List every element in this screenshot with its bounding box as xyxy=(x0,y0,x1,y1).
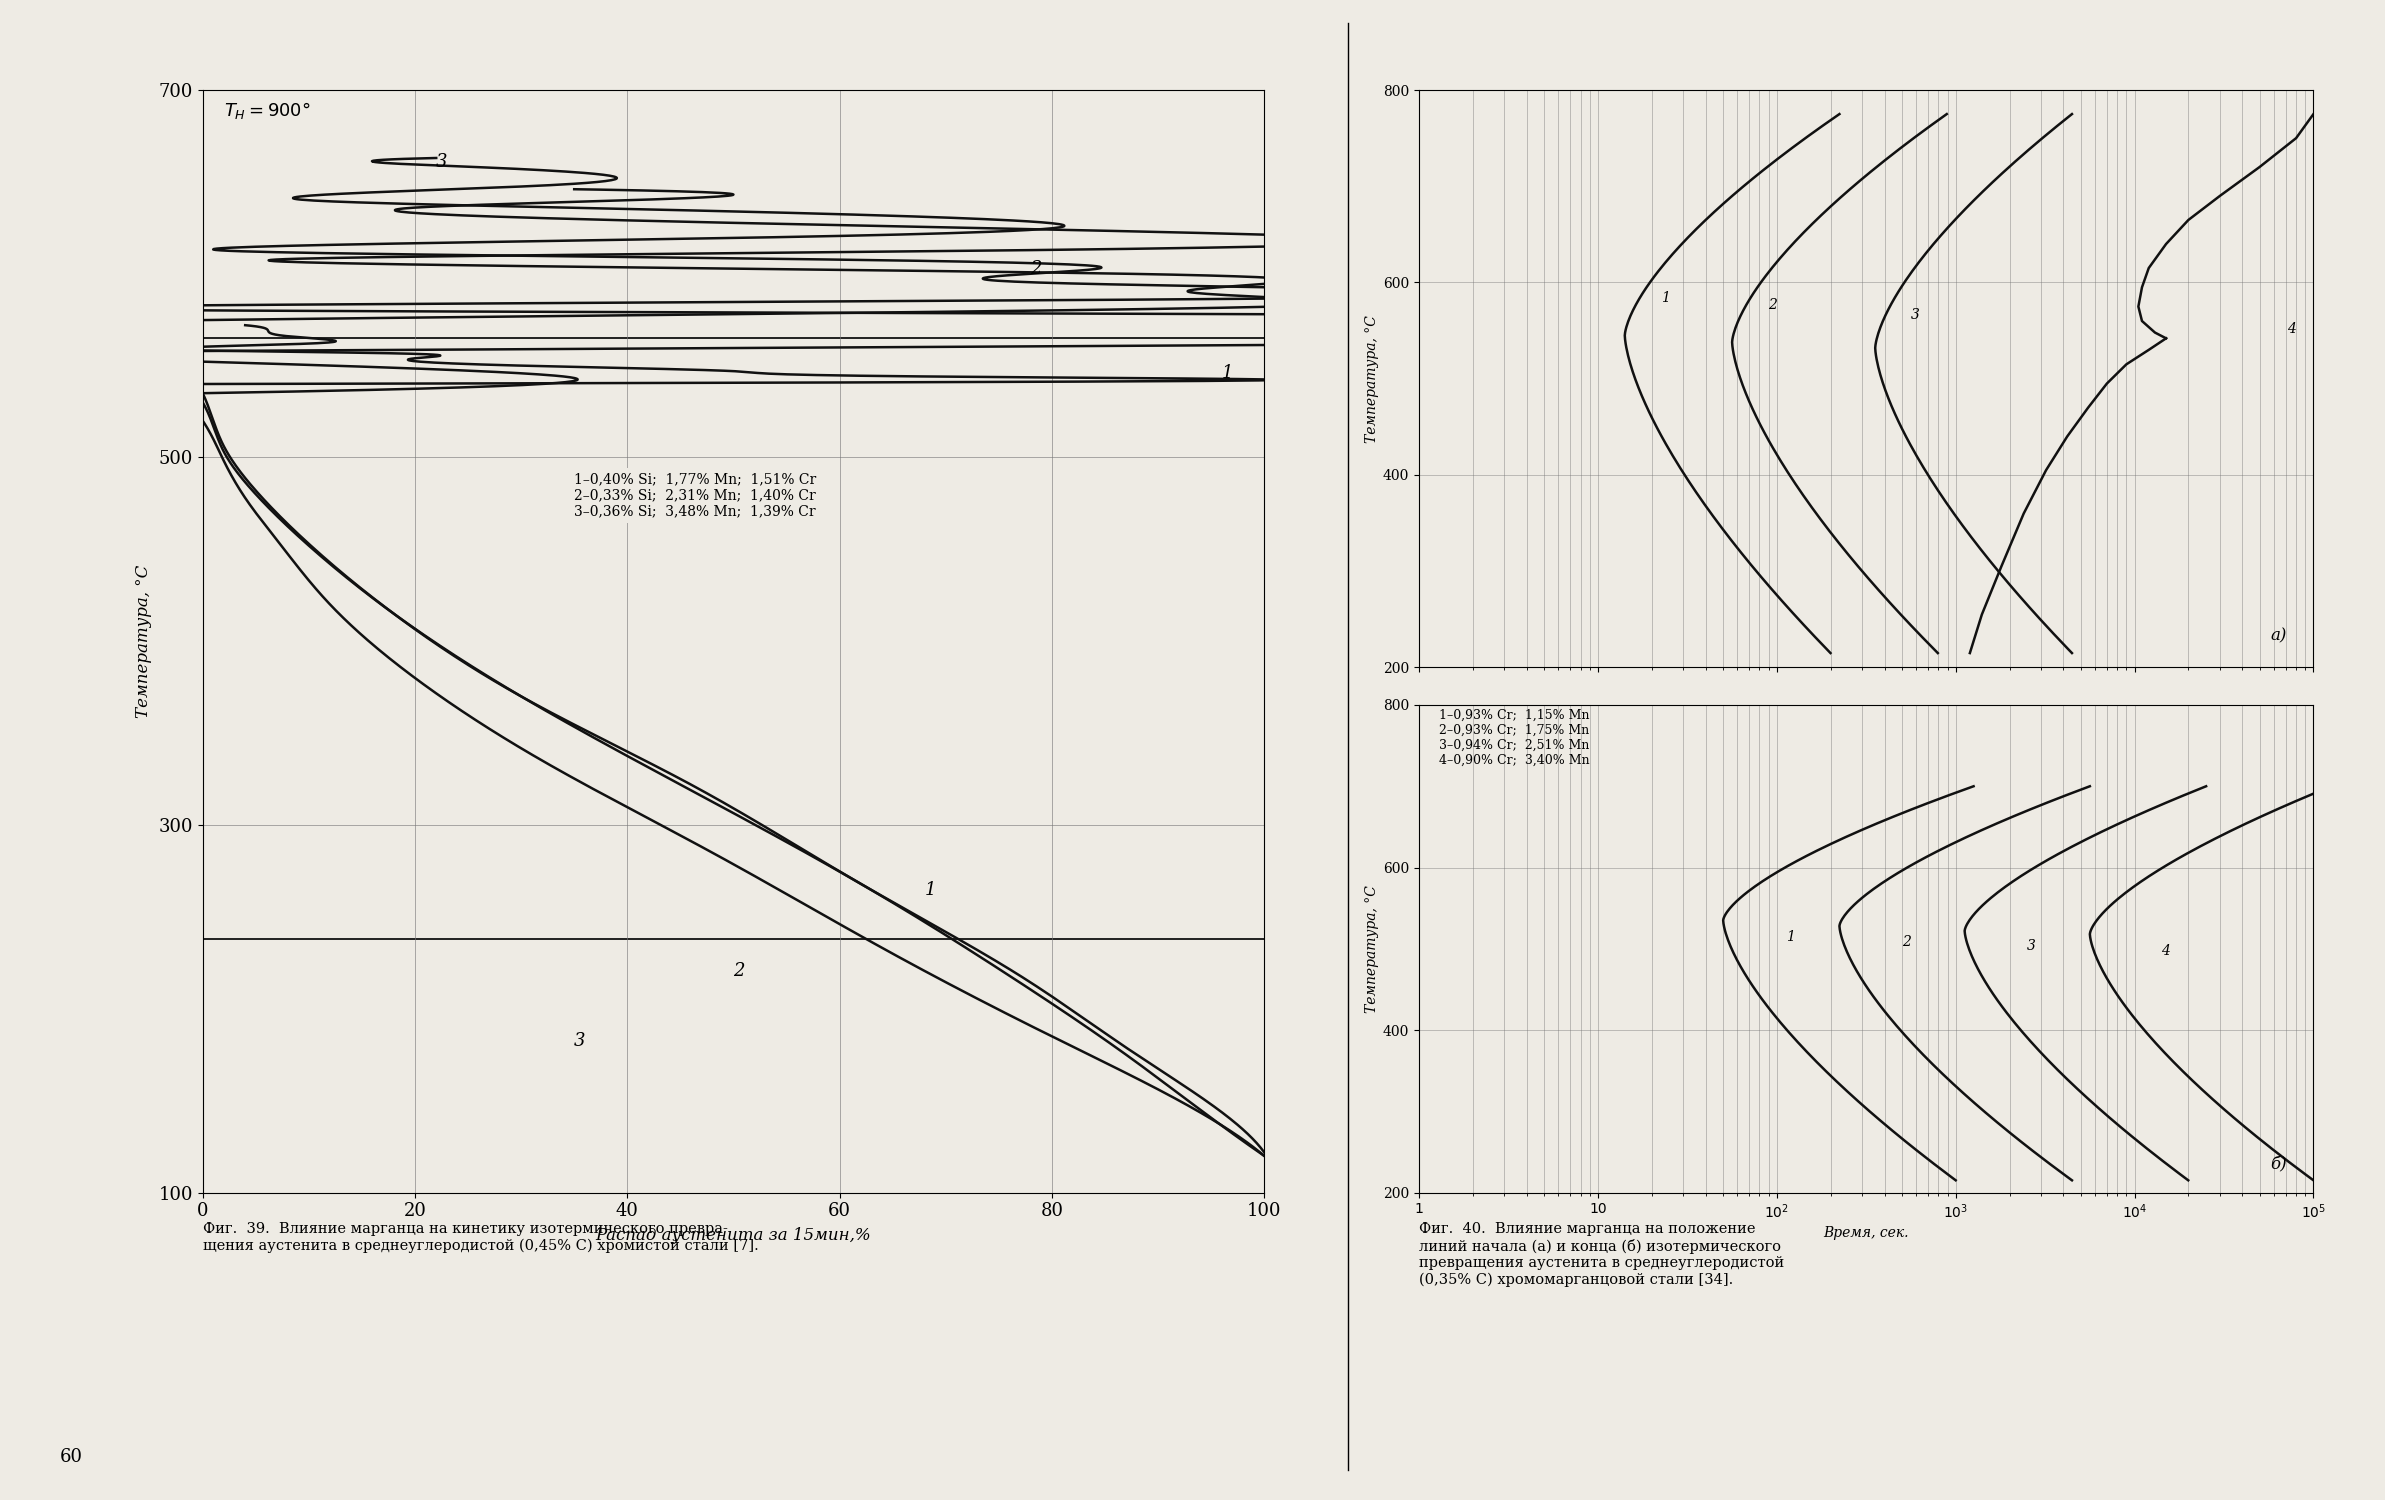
Text: б): б) xyxy=(2271,1156,2287,1173)
Text: 1–0,93% Cr;  1,15% Mn
2–0,93% Cr;  1,75% Mn
3–0,94% Cr;  2,51% Mn
4–0,90% Cr;  3: 1–0,93% Cr; 1,15% Mn 2–0,93% Cr; 1,75% M… xyxy=(1441,710,1591,766)
Text: 3: 3 xyxy=(2027,939,2037,954)
Text: 2: 2 xyxy=(1030,260,1042,278)
Text: 1: 1 xyxy=(1660,291,1669,304)
Text: 2: 2 xyxy=(732,962,744,980)
Text: 1–0,40% Si;  1,77% Mn;  1,51% Cr
2–0,33% Si;  2,31% Mn;  1,40% Cr
3–0,36% Si;  3: 1–0,40% Si; 1,77% Mn; 1,51% Cr 2–0,33% S… xyxy=(575,472,816,519)
Text: Фиг.  40.  Влияние марганца на положение
линий начала (а) и конца (б) изотермиче: Фиг. 40. Влияние марганца на положение л… xyxy=(1419,1222,1784,1287)
Text: Фиг.  39.  Влияние марганца на кинетику изотермического превра-
щения аустенита : Фиг. 39. Влияние марганца на кинетику из… xyxy=(203,1222,758,1252)
Text: 4: 4 xyxy=(2161,945,2170,958)
Text: 3: 3 xyxy=(1910,308,1920,322)
Text: 1: 1 xyxy=(1221,364,1233,382)
Text: а): а) xyxy=(2271,627,2287,645)
Text: 60: 60 xyxy=(60,1449,83,1467)
Text: 2: 2 xyxy=(1901,934,1910,948)
Text: 2: 2 xyxy=(1767,298,1777,312)
Y-axis label: Температура, °С: Температура, °С xyxy=(1364,885,1379,1013)
X-axis label: Распад аустенита за 15мин,%: Распад аустенита за 15мин,% xyxy=(596,1227,871,1244)
Text: 3: 3 xyxy=(436,153,448,171)
X-axis label: Время, сек.: Время, сек. xyxy=(1825,1227,1908,1240)
Y-axis label: Температура, °С: Температура, °С xyxy=(134,564,153,718)
Text: $T_{H}=900°$: $T_{H}=900°$ xyxy=(224,99,310,120)
Text: 3: 3 xyxy=(575,1032,587,1050)
Y-axis label: Температура, °С: Температура, °С xyxy=(1364,315,1379,442)
Text: 4: 4 xyxy=(2287,321,2294,336)
Text: 1: 1 xyxy=(1786,930,1794,944)
Text: 1: 1 xyxy=(925,880,935,898)
